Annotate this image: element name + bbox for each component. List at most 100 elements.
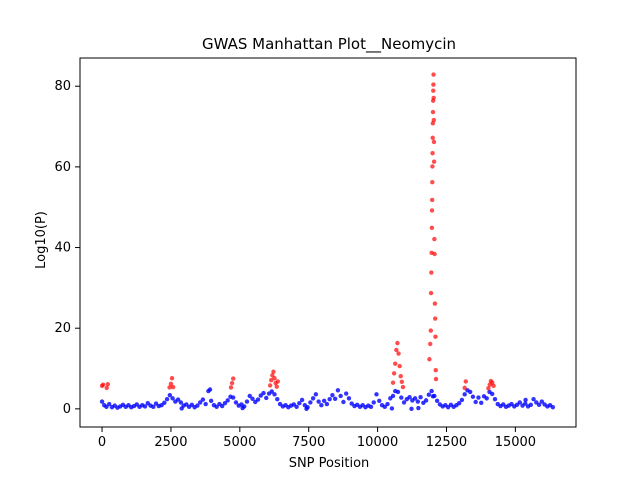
data-point [327,396,332,402]
data-point [431,72,436,77]
data-point [203,401,208,407]
data-point [179,406,184,411]
data-point [484,396,489,401]
data-point [100,382,106,387]
data-point [168,381,174,387]
data-point [467,389,473,395]
data-point [310,396,316,401]
data-point [394,347,399,353]
data-point [346,396,352,401]
data-point [429,270,434,275]
data-point [429,225,435,230]
data-point [271,369,276,374]
data-point [225,398,230,403]
y-tick-label: 0 [63,402,71,417]
data-point [523,401,528,406]
data-point [214,404,219,410]
data-point [316,399,321,404]
data-point [401,400,407,405]
data-point [523,397,528,403]
data-point [377,398,382,403]
data-point [395,389,401,395]
data-point [197,400,203,405]
data-point [170,396,175,401]
data-point [142,404,148,409]
data-point [274,384,279,389]
data-point [492,396,498,402]
data-point [335,388,341,393]
y-tick-label: 20 [54,321,71,336]
data-point [398,373,403,379]
data-point [319,403,324,408]
data-point [426,392,432,397]
data-point [462,385,467,391]
data-point [428,290,434,296]
data-point [415,399,421,404]
data-point [385,401,390,407]
data-point [431,95,436,101]
data-point [431,159,437,164]
axes-layer: 0 2500 5000 7500 10000 12500 15000 0 20 40 60 80 [54,57,577,450]
data-point [105,382,111,387]
data-point [428,341,433,347]
data-point [207,387,213,392]
data-point [412,396,418,401]
data-point [432,236,437,242]
data-point [247,393,252,399]
data-point [240,405,245,411]
data-point [330,392,335,398]
data-point [391,371,397,376]
data-point [269,389,274,394]
data-point [416,405,421,411]
data-point [431,82,436,87]
data-point [308,400,313,405]
data-point [244,399,250,404]
data-point [195,403,200,408]
data-point [491,383,496,389]
data-point [418,394,423,400]
data-point [539,399,545,404]
data-point [456,401,462,406]
data-point [104,385,109,391]
data-point [407,394,412,400]
data-point [255,397,261,402]
data-point [433,367,438,373]
data-point [432,251,437,257]
data-point [304,406,309,412]
series-significant [99,72,496,391]
data-point [430,150,435,156]
data-point [429,388,434,394]
data-point [261,390,266,396]
data-point [473,399,478,405]
data-point [399,395,404,400]
data-point [428,328,433,333]
data-point [341,399,346,405]
data-point [343,391,349,396]
data-point [431,117,437,123]
data-point [430,394,436,399]
data-point [470,394,476,399]
data-point [390,380,396,385]
data-point [382,404,387,410]
data-point [332,396,338,401]
x-tick-label: 5000 [223,435,256,450]
data-point [434,398,440,403]
data-point [463,379,468,384]
data-point [433,334,438,339]
data-point [550,405,556,410]
data-point [476,395,481,400]
y-axis-title: Log10(P) [34,211,49,269]
data-point [250,396,255,401]
y-tick-label: 80 [54,79,71,94]
data-point [297,401,302,406]
data-point [231,395,236,400]
data-point [272,376,277,381]
data-point [371,400,376,405]
data-point [433,376,439,382]
data-point [208,398,214,403]
data-point [395,340,400,346]
data-point [432,301,438,306]
